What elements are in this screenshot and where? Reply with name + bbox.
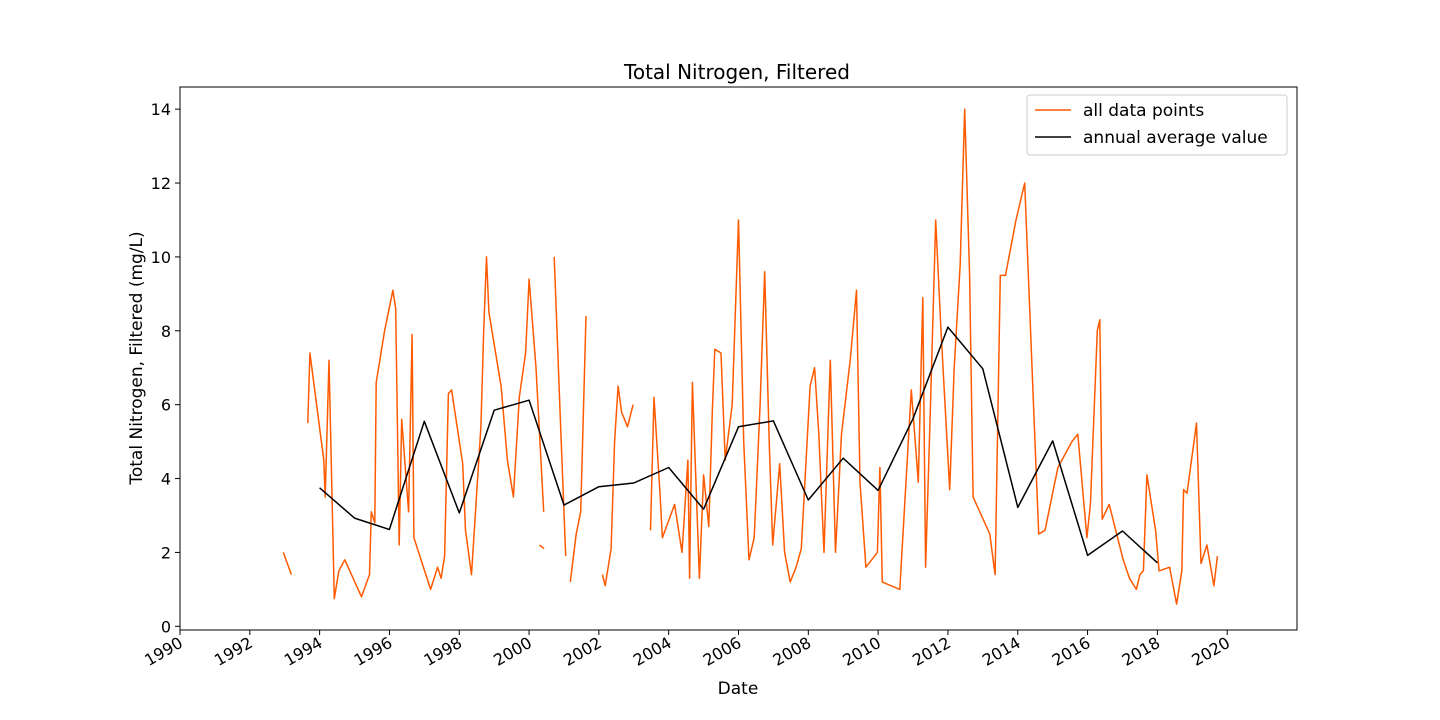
x-axis-label: Date	[718, 679, 759, 699]
y-tick-label: 4	[161, 470, 171, 489]
y-tick-label: 2	[161, 543, 171, 562]
y-tick-label: 14	[151, 100, 171, 119]
series-line-all-data-points-segment-1	[282, 552, 293, 575]
y-tick-label: 10	[151, 248, 171, 267]
legend-label-all-data-points: all data points	[1083, 101, 1204, 121]
y-tick-label: 8	[161, 322, 171, 341]
y-tick-label: 6	[161, 396, 171, 415]
series-line-all-data-points-segment-4	[553, 256, 567, 557]
series-line-all-data-points-segment-7	[649, 108, 1219, 605]
legend: all data points annual average value	[1026, 94, 1288, 156]
series-line-all-data-points-segment-5	[569, 315, 587, 583]
series-layer	[282, 108, 1219, 605]
series-line-annual-average-value-segment-1	[319, 326, 1158, 564]
y-tick-label: 12	[151, 174, 171, 193]
y-axis-label: Total Nitrogen, Filtered (mg/L)	[127, 231, 147, 485]
y-axis-ticks: 0 2 4 6 8 10 12 14	[151, 100, 180, 636]
legend-label-annual-average-value: annual average value	[1083, 128, 1268, 148]
series-line-all-data-points-segment-2	[307, 256, 545, 600]
series-line-all-data-points-segment-6	[601, 385, 634, 587]
chart-title: Total Nitrogen, Filtered	[623, 60, 850, 84]
legend-box	[1026, 94, 1288, 156]
y-tick-label: 0	[161, 617, 171, 636]
series-line-all-data-points-segment-3	[539, 544, 545, 550]
